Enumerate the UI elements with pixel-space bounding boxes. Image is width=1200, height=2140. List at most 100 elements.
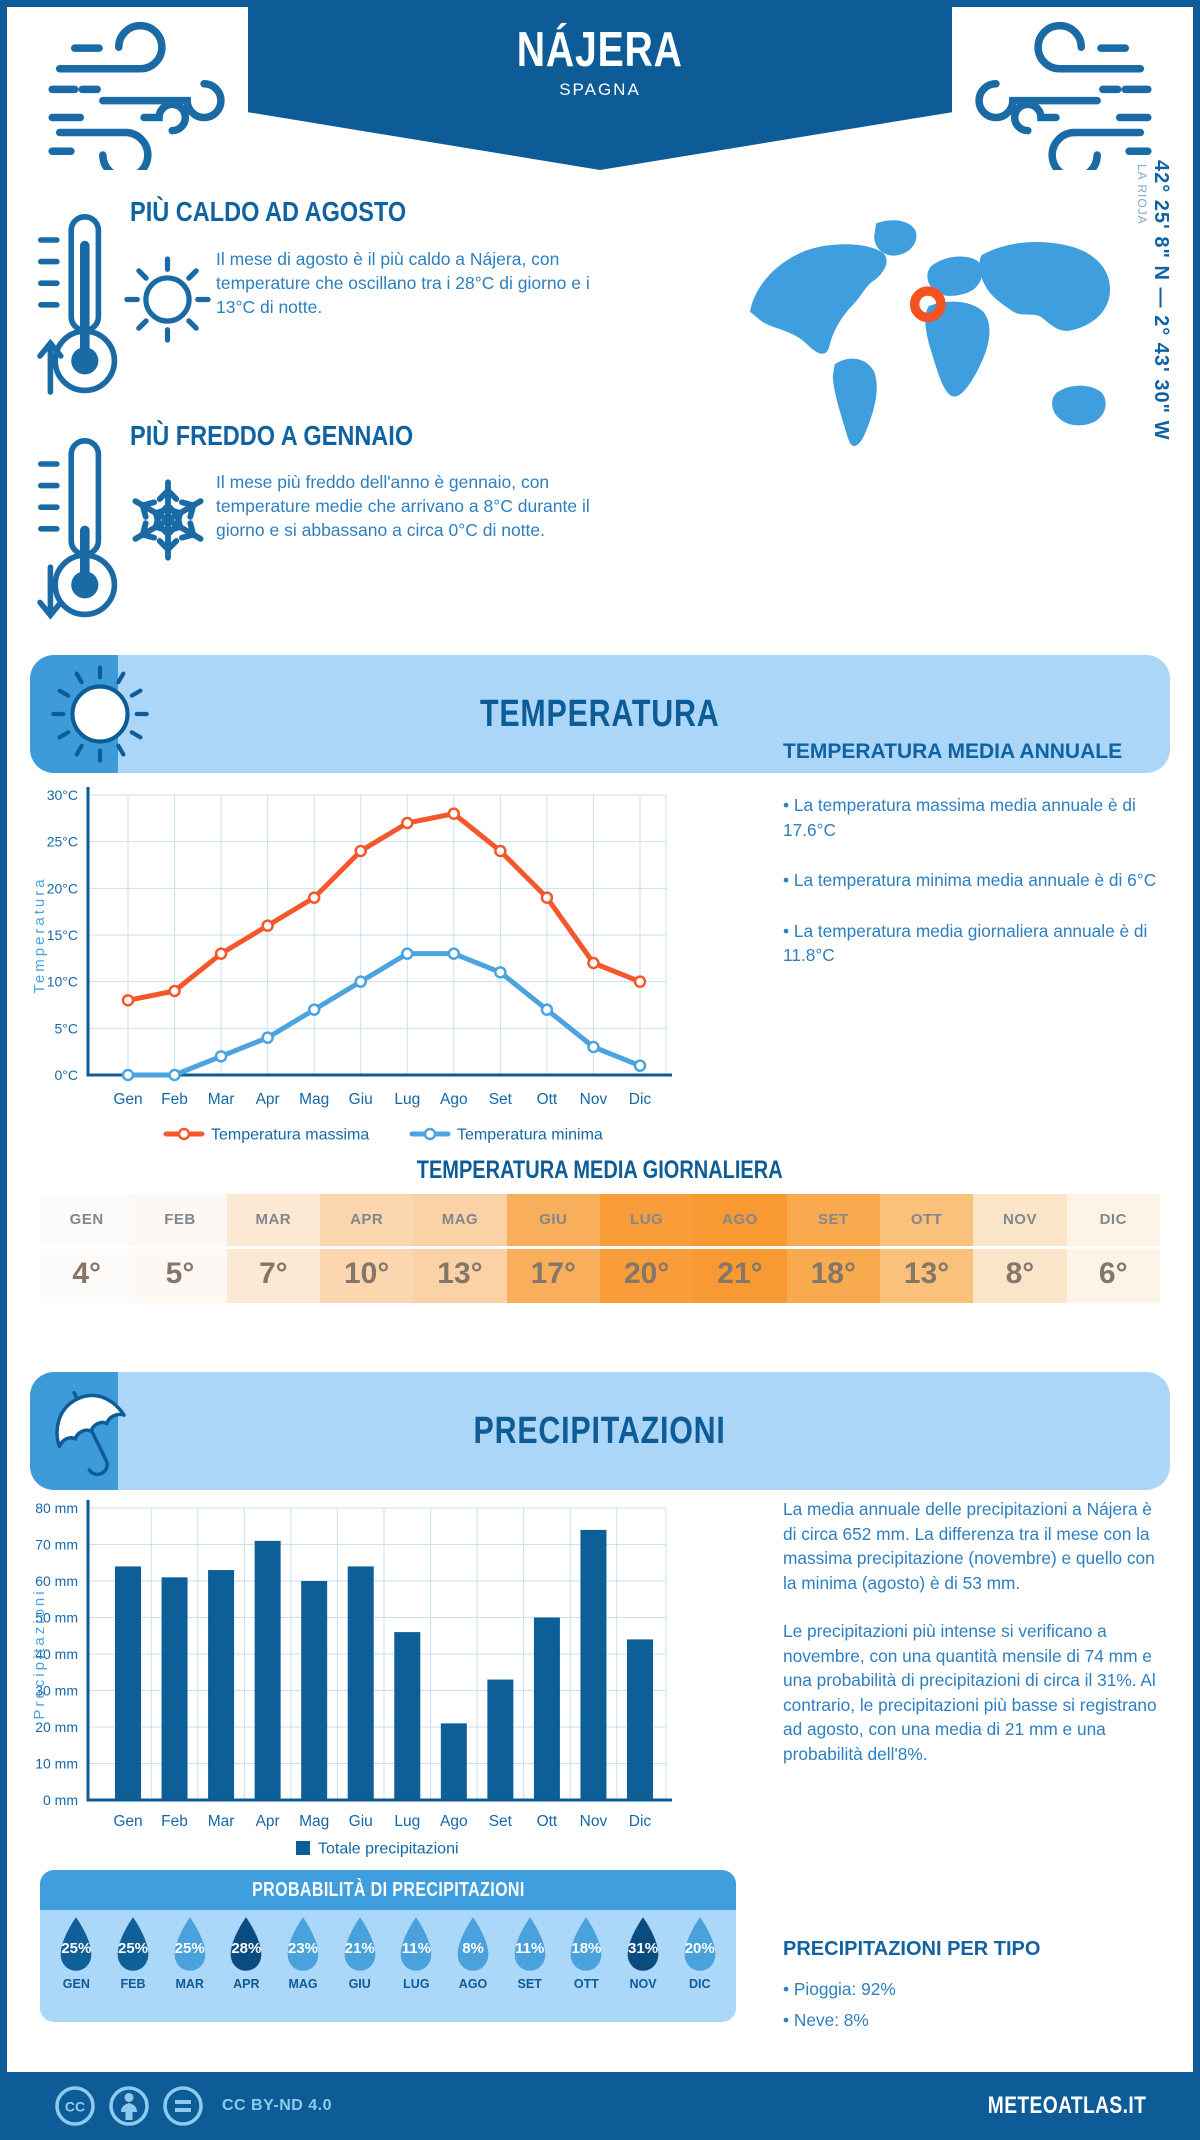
temperature-banner-title: TEMPERATURA [480, 692, 720, 735]
svg-text:Set: Set [489, 1091, 513, 1108]
droplet-icon [174, 1917, 205, 1971]
droplet-percentage: 11% [515, 1940, 545, 1957]
wind-icon [48, 21, 225, 170]
svg-text:Mar: Mar [208, 1813, 235, 1830]
svg-text:20 mm: 20 mm [35, 1719, 78, 1735]
svg-text:Totale precipitazioni: Totale precipitazioni [318, 1841, 459, 1858]
brand-label: METEOATLAS.IT [987, 2092, 1147, 2119]
droplet-percentage: 11% [401, 1940, 431, 1957]
temp-table-value: 4° [72, 1257, 101, 1290]
svg-text:Ott: Ott [537, 1813, 558, 1830]
temp-table-month: MAR [255, 1211, 292, 1228]
droplet-icon [61, 1917, 92, 1971]
thermometer-hot-icon [37, 214, 118, 395]
temp-table-value: 6° [1098, 1257, 1128, 1290]
svg-text:Precipitazioni: Precipitazioni [31, 1588, 48, 1719]
droplet-percentage: 20% [684, 1940, 715, 1957]
probability-droplet: 25% MAR [161, 1913, 218, 2013]
droplet-percentage: 25% [117, 1940, 149, 1957]
svg-text:70 mm: 70 mm [35, 1537, 78, 1553]
precipitation-banner-title: PRECIPITAZIONI [473, 1409, 727, 1452]
svg-text:Temperatura massima: Temperatura massima [211, 1127, 369, 1144]
probability-droplets-panel: 25% GEN 25% FEB 25% MAR 28% APR 23% MAG 21% GIU 11% L… [40, 1910, 736, 2022]
svg-text:Nov: Nov [580, 1813, 608, 1830]
svg-text:Feb: Feb [161, 1091, 188, 1108]
svg-text:30 mm: 30 mm [35, 1683, 78, 1699]
droplet-icon [514, 1917, 546, 1971]
page-border-bottom [0, 2133, 1200, 2140]
temp-table-month: SET [817, 1211, 849, 1228]
page-border-left [0, 0, 7, 2140]
svg-text:60 mm: 60 mm [35, 1573, 78, 1589]
probability-header: PROBABILITÀ DI PRECIPITAZIONI [40, 1870, 736, 1910]
temp-table-month: AGO [722, 1211, 758, 1228]
svg-text:Lug: Lug [394, 1091, 420, 1108]
droplet-month: AGO [458, 1977, 488, 1991]
temp-table-month: OTT [910, 1211, 943, 1228]
page-subtitle: SPAGNA [559, 80, 641, 99]
svg-text:80 mm: 80 mm [35, 1500, 78, 1516]
by-type-bullets: • Pioggia: 92% • Neve: 8% [783, 1974, 1161, 2036]
probability-droplet: 31% NOV [615, 1913, 672, 2013]
temp-table-month: GEN [69, 1211, 104, 1228]
cc-attribution-icon [109, 2086, 149, 2126]
by-type-heading: PRECIPITAZIONI PER TIPO [783, 1938, 1041, 1960]
by-type-bullet: • Pioggia: 92% [783, 1979, 896, 1999]
temp-table-value: 18° [810, 1257, 856, 1290]
svg-text:Temperatura minima: Temperatura minima [457, 1127, 603, 1144]
svg-text:Dic: Dic [629, 1813, 652, 1830]
probability-droplet: 11% SET [501, 1913, 558, 2013]
droplet-percentage: 31% [628, 1940, 659, 1957]
svg-text:40 mm: 40 mm [35, 1646, 78, 1662]
fact-cold-text: Il mese più freddo dell'anno è gennaio, … [216, 472, 590, 541]
footer-bar: CC CC BY-ND 4.0 METEOATLAS.IT [0, 2072, 1200, 2140]
svg-text:Giu: Giu [349, 1813, 373, 1830]
precipitation-paragraph: Le precipitazioni più intense si verific… [783, 1621, 1157, 1764]
svg-text:Lug: Lug [394, 1813, 420, 1830]
droplet-icon [287, 1917, 319, 1971]
annual-bullet: • La temperatura minima media annuale è … [783, 870, 1157, 891]
sun-icon [124, 256, 211, 343]
cc-icon: CC [55, 2086, 95, 2126]
location-marker [909, 286, 946, 323]
svg-text:Ago: Ago [440, 1091, 468, 1108]
temp-table-month: MAG [441, 1211, 479, 1228]
svg-text:25°C: 25°C [47, 834, 78, 850]
svg-text:0°C: 0°C [55, 1067, 79, 1083]
svg-text:Dic: Dic [629, 1091, 652, 1108]
temp-table-value: 13° [903, 1257, 950, 1290]
annual-bullet: • La temperatura media giornaliera annua… [783, 920, 1148, 966]
droplet-month: NOV [629, 1977, 657, 1991]
temp-table-title: TEMPERATURA MEDIA GIORNALIERA [417, 1156, 783, 1184]
droplet-icon [401, 1917, 432, 1971]
svg-text:20°C: 20°C [47, 880, 78, 896]
svg-text:Temperatura: Temperatura [31, 876, 48, 993]
license-label: CC BY-ND 4.0 [222, 2097, 333, 2114]
probability-droplet: 25% FEB [105, 1913, 162, 2013]
temp-table-value: 7° [258, 1257, 288, 1290]
svg-text:0 mm: 0 mm [43, 1792, 78, 1808]
sun-banner-icon [51, 665, 149, 763]
page-border-top [0, 0, 1200, 7]
droplet-percentage: 18% [571, 1940, 602, 1957]
droplet-icon [231, 1917, 262, 1971]
droplet-icon [457, 1917, 489, 1971]
svg-text:CC: CC [65, 2099, 85, 2115]
by-type-bullet: • Neve: 8% [783, 2010, 869, 2031]
umbrella-icon [55, 1391, 126, 1477]
droplet-month: APR [233, 1977, 260, 1991]
droplet-percentage: 8% [462, 1940, 484, 1957]
svg-text:50 mm: 50 mm [35, 1610, 78, 1626]
droplet-month: LUG [403, 1977, 430, 1991]
probability-droplet: 25% GEN [48, 1913, 105, 2013]
droplet-percentage: 23% [288, 1940, 319, 1957]
temp-table-value: 10° [343, 1257, 390, 1290]
droplet-percentage: 21% [344, 1940, 375, 1957]
annual-temperature-bullets: • La temperatura massima media annuale è… [783, 793, 1161, 994]
probability-droplet: 28% APR [218, 1913, 275, 2013]
droplet-month: FEB [120, 1977, 146, 1991]
svg-text:30°C: 30°C [47, 787, 78, 803]
wind-icon [975, 21, 1152, 170]
coordinates-block: 42° 25' 8" N — 2° 43' 30" W LA RIOJA [1135, 160, 1172, 510]
